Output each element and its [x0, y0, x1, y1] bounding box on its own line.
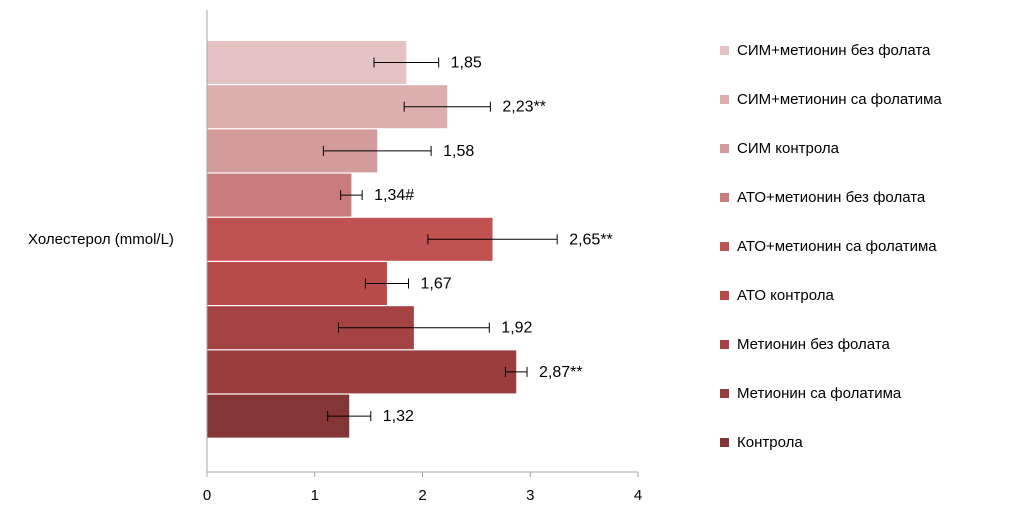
legend-item: Контрола — [720, 432, 803, 452]
legend-item: АТО+метионин са фолатима — [720, 236, 937, 256]
legend-swatch — [720, 241, 729, 251]
data-label: 1,67 — [420, 276, 451, 293]
legend-swatch — [720, 143, 729, 153]
legend-item: СИМ+метионин без фолата — [720, 40, 930, 60]
data-label: 2,87** — [539, 364, 583, 381]
bar — [207, 350, 517, 394]
legend-label: Контрола — [737, 433, 803, 451]
legend-label: АТО контрола — [737, 286, 834, 304]
legend-label: АТО+метионин са фолатима — [737, 237, 937, 255]
legend-item: АТО контрола — [720, 285, 834, 305]
axes-group: 0 1 2 3 4 — [203, 10, 642, 504]
legend-label: Метионин без фолата — [737, 335, 890, 353]
data-label: 1,34# — [374, 187, 414, 204]
legend-swatch — [720, 45, 729, 55]
data-label: 1,58 — [443, 143, 474, 160]
legend-swatch — [720, 339, 729, 349]
bar — [207, 394, 350, 438]
data-label: 1,92 — [501, 320, 532, 337]
legend-swatch — [720, 437, 729, 447]
x-tick-label: 3 — [526, 487, 534, 504]
legend-item: СИМ контрола — [720, 138, 839, 158]
legend-swatch — [720, 388, 729, 398]
x-tick-label: 4 — [634, 487, 642, 504]
x-tick-label: 1 — [311, 487, 319, 504]
bar — [207, 262, 387, 305]
legend-swatch — [720, 290, 729, 300]
legend-swatch — [720, 94, 729, 104]
legend-label: АТО+метионин без фолата — [737, 188, 926, 206]
legend-item: СИМ+метионин са фолатима — [720, 89, 942, 109]
legend-item: Метионин са фолатима — [720, 383, 901, 403]
legend-swatch — [720, 192, 729, 202]
bar — [207, 173, 352, 217]
bar — [207, 41, 407, 84]
legend-label: СИМ+метионин са фолатима — [737, 90, 942, 108]
legend-label: Метионин са фолатима — [737, 384, 902, 402]
data-label: 2,23** — [502, 99, 546, 116]
x-tick-label: 0 — [203, 487, 211, 504]
legend-label: СИМ+метионин без фолата — [737, 41, 931, 59]
x-tick-label: 2 — [418, 487, 426, 504]
legend-label: СИМ контрола — [737, 139, 839, 157]
data-label: 1,32 — [383, 408, 414, 425]
y-axis-label: Холестерол (mmol/L) — [28, 231, 174, 248]
legend-item: АТО+метионин без фолата — [720, 187, 925, 207]
data-label: 1,85 — [451, 55, 482, 72]
legend-item: Метионин без фолата — [720, 334, 890, 354]
data-label: 2,65** — [569, 231, 613, 248]
bars-group: 1,85 2,23** 1,58 1,34# 2,65** 1,67 1,92 2,87** 1… — [207, 41, 613, 438]
